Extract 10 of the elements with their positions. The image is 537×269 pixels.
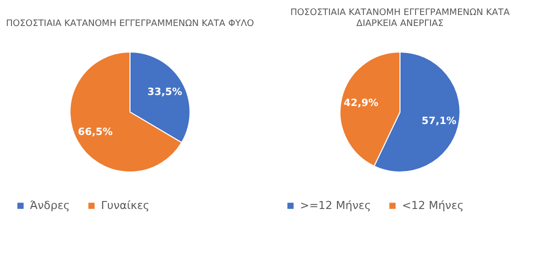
legend-label: Άνδρες (30, 198, 70, 212)
chart-title: ΠΟΣΟΣΤΙΑΙΑ ΚΑΤΑΝΟΜΗ ΕΓΓΕΓΡΑΜΜΕΝΩΝ ΚΑΤΑ ΦΥΛΟ (6, 19, 254, 29)
legend-label: <12 Μήνες (402, 198, 464, 212)
data-label: 33,5% (147, 87, 182, 98)
data-label: 57,1% (422, 116, 456, 127)
data-label: 42,9% (344, 98, 378, 110)
data-label: 66,5% (78, 126, 113, 138)
legend-label: >=12 Μήνες (300, 198, 371, 212)
legend-label: Γυναίκες (101, 198, 150, 212)
chart-title: ΠΟΣΟΣΤΙΑΙΑ ΚΑΤΑΝΟΜΗ ΕΓΓΕΓΡΑΜΜΕΝΩΝ ΚΑΤΑ ΔΙΑΡΚΕΙΑ ΑΝΕΡΓΙΑΣ (290, 8, 511, 29)
